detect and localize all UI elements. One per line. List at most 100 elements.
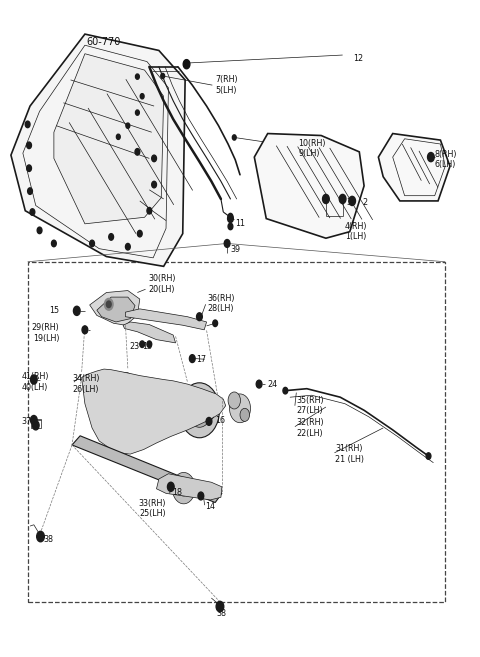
Circle shape <box>105 298 113 310</box>
Circle shape <box>33 420 39 430</box>
Polygon shape <box>90 290 140 325</box>
Text: 35(RH)
27(LH): 35(RH) 27(LH) <box>296 396 324 415</box>
Text: 38: 38 <box>43 535 53 543</box>
Text: 41(RH)
40(LH): 41(RH) 40(LH) <box>22 373 49 392</box>
Polygon shape <box>82 369 226 454</box>
Circle shape <box>147 341 152 348</box>
Text: 24: 24 <box>268 380 278 388</box>
Circle shape <box>323 194 329 204</box>
Circle shape <box>228 223 233 230</box>
Circle shape <box>190 355 195 363</box>
Circle shape <box>180 383 219 438</box>
Circle shape <box>228 214 233 220</box>
Circle shape <box>228 215 233 223</box>
Polygon shape <box>254 133 364 238</box>
Circle shape <box>168 482 174 491</box>
Circle shape <box>37 227 42 234</box>
Circle shape <box>31 415 37 424</box>
Circle shape <box>51 240 56 247</box>
Circle shape <box>240 408 250 421</box>
Polygon shape <box>97 297 135 322</box>
Text: 13: 13 <box>142 342 152 351</box>
Circle shape <box>147 208 152 214</box>
Circle shape <box>161 74 165 79</box>
Circle shape <box>172 472 195 504</box>
Bar <box>28 261 445 602</box>
Circle shape <box>183 60 190 69</box>
Circle shape <box>25 121 30 127</box>
Circle shape <box>428 152 434 162</box>
Circle shape <box>283 388 288 394</box>
Circle shape <box>232 135 236 140</box>
Circle shape <box>31 375 37 384</box>
Text: 4(RH)
1(LH): 4(RH) 1(LH) <box>344 222 367 241</box>
Text: 14: 14 <box>205 502 216 511</box>
Text: 7(RH)
5(LH): 7(RH) 5(LH) <box>215 76 238 95</box>
Text: 31(RH)
21 (LH): 31(RH) 21 (LH) <box>336 444 364 464</box>
Polygon shape <box>378 133 450 201</box>
Circle shape <box>90 240 95 247</box>
Circle shape <box>193 402 205 419</box>
Text: 36(RH)
28(LH): 36(RH) 28(LH) <box>207 294 235 313</box>
Circle shape <box>426 453 431 459</box>
Circle shape <box>152 155 156 162</box>
Circle shape <box>213 320 217 327</box>
Circle shape <box>229 394 251 422</box>
Circle shape <box>349 196 356 206</box>
Text: 8(RH)
6(LH): 8(RH) 6(LH) <box>435 150 457 170</box>
Polygon shape <box>156 474 222 500</box>
Text: 2: 2 <box>362 198 368 208</box>
Circle shape <box>135 110 139 115</box>
Circle shape <box>140 94 144 99</box>
Circle shape <box>107 301 111 307</box>
Circle shape <box>140 341 144 348</box>
Circle shape <box>36 532 44 542</box>
Text: 18: 18 <box>172 487 182 497</box>
Circle shape <box>30 209 35 215</box>
Circle shape <box>228 392 240 409</box>
Text: 12: 12 <box>354 54 364 63</box>
Circle shape <box>206 417 212 425</box>
Polygon shape <box>123 322 176 343</box>
Text: 29(RH)
19(LH): 29(RH) 19(LH) <box>32 323 60 343</box>
Text: 60-770: 60-770 <box>87 37 121 47</box>
Text: 38: 38 <box>217 608 227 618</box>
Circle shape <box>216 601 224 612</box>
Text: 39: 39 <box>230 246 240 254</box>
Circle shape <box>178 480 190 496</box>
Polygon shape <box>72 436 222 503</box>
Circle shape <box>126 123 130 128</box>
Text: 16: 16 <box>215 416 225 424</box>
Text: 17: 17 <box>196 355 206 365</box>
Text: 37: 37 <box>22 417 32 426</box>
Text: 3: 3 <box>346 198 351 208</box>
Circle shape <box>152 181 156 188</box>
Circle shape <box>339 194 346 204</box>
Circle shape <box>28 188 33 194</box>
Circle shape <box>116 134 120 139</box>
Circle shape <box>135 74 139 79</box>
Circle shape <box>224 240 230 248</box>
Circle shape <box>198 492 204 500</box>
Text: 15: 15 <box>49 306 60 315</box>
Text: 34(RH)
26(LH): 34(RH) 26(LH) <box>72 374 99 394</box>
Circle shape <box>256 380 262 388</box>
Polygon shape <box>11 34 185 266</box>
Circle shape <box>125 244 130 250</box>
Circle shape <box>197 313 202 321</box>
Text: 10(RH)
9(LH): 10(RH) 9(LH) <box>298 139 326 158</box>
Polygon shape <box>54 54 164 224</box>
Polygon shape <box>125 309 206 330</box>
Text: 11: 11 <box>235 219 245 229</box>
Circle shape <box>135 148 140 155</box>
Text: 30(RH)
20(LH): 30(RH) 20(LH) <box>148 275 176 294</box>
Circle shape <box>109 234 114 240</box>
Circle shape <box>82 326 88 334</box>
Text: 32(RH)
22(LH): 32(RH) 22(LH) <box>296 419 324 438</box>
Circle shape <box>73 306 80 315</box>
Text: 33(RH)
25(LH): 33(RH) 25(LH) <box>139 499 166 518</box>
Circle shape <box>137 231 142 237</box>
Text: 23: 23 <box>130 342 140 351</box>
Circle shape <box>27 142 32 148</box>
Circle shape <box>187 394 212 427</box>
